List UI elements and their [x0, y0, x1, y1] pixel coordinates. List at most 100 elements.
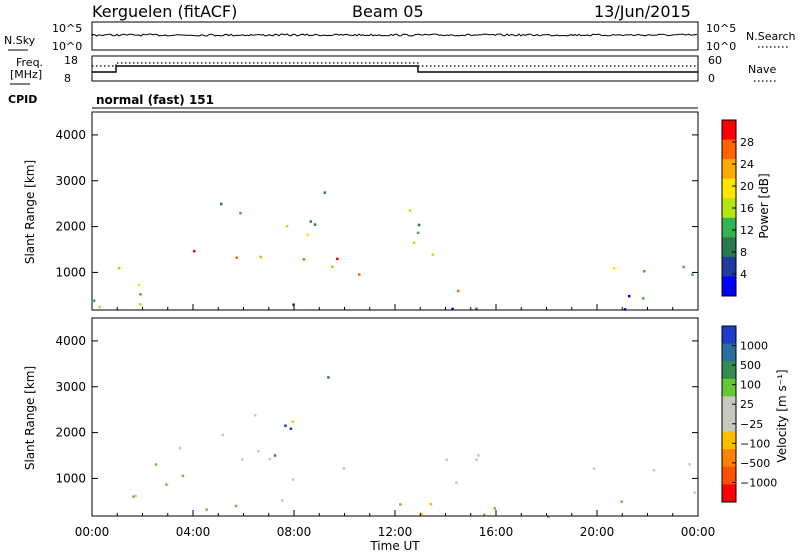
heatmap-cell: [221, 433, 224, 437]
heatmap-cell: [289, 427, 293, 430]
velocity-colorbar-label: Velocity [m s⁻¹]: [775, 369, 789, 462]
colorbar-segment: [722, 256, 736, 277]
y-tick-label: 3000: [55, 380, 86, 394]
heatmap-cell: [477, 454, 480, 457]
heatmap-cell: [165, 483, 168, 486]
colorbar-segment: [722, 159, 736, 180]
power-ylabel: Slant Range [km]: [23, 160, 37, 264]
heatmap-cell: [456, 289, 460, 293]
heatmap-cell: [408, 209, 412, 212]
heatmap-cell: [483, 513, 486, 517]
heatmap-cell: [137, 283, 141, 287]
heatmap-cell: [257, 450, 260, 453]
nsky-tick-top: 10^5: [52, 22, 82, 35]
nave-tick-top: 60: [708, 54, 722, 67]
x-tick-label: 16:00: [479, 525, 514, 539]
station-title: Kerguelen (fitACF): [92, 2, 237, 21]
colorbar-segment: [722, 378, 736, 397]
heatmap-cell: [259, 255, 262, 259]
heatmap-cell: [323, 191, 327, 194]
heatmap-cell: [493, 507, 496, 510]
heatmap-cell: [643, 270, 646, 273]
nave-trace: [92, 62, 698, 67]
heatmap-cell: [412, 241, 416, 244]
colorbar-segment: [722, 178, 736, 199]
velocity-heatmap-cells: [132, 376, 696, 519]
colorbar-segment: [722, 484, 736, 503]
heatmap-cell: [234, 504, 238, 508]
heatmap-cell: [431, 253, 435, 256]
xaxis-label: Time UT: [369, 539, 420, 553]
freq-panel: Freq. [MHz] 18 8 60 0 Nave: [10, 54, 776, 85]
heatmap-cell: [691, 273, 694, 276]
heatmap-cell: [358, 273, 361, 276]
colorbar-tick-label: −1000: [740, 476, 777, 489]
nsky-label: N.Sky: [4, 34, 36, 47]
heatmap-cell: [628, 294, 631, 298]
heatmap-cell: [291, 420, 294, 423]
heatmap-cell: [455, 481, 458, 484]
heatmap-cell: [652, 468, 656, 472]
power-colorbar: 28 24 20 16 12 8 4: [721, 119, 754, 297]
heatmap-cell: [336, 257, 339, 261]
freq-label: Freq.: [16, 56, 43, 69]
colorbar-segment: [722, 396, 736, 415]
heatmap-cell: [253, 414, 257, 417]
heatmap-cell: [139, 303, 142, 306]
velocity-frame: [91, 317, 699, 517]
cpid-value: normal (fast) 151: [96, 93, 214, 107]
nave-tick-bottom: 0: [708, 72, 715, 85]
heatmap-cell: [327, 376, 330, 379]
heatmap-cell: [239, 211, 242, 215]
nsky-trace: [91, 33, 698, 37]
nsky-tick-bottom: 10^0: [52, 40, 82, 53]
colorbar-segment: [722, 217, 736, 238]
date-title: 13/Jun/2015: [594, 2, 691, 21]
colorbar-tick-label: 28: [740, 136, 754, 149]
freq-tick-bottom: 8: [64, 72, 71, 85]
heatmap-cell: [179, 446, 182, 450]
colorbar-segment: [722, 466, 736, 485]
colorbar-tick-label: −500: [740, 457, 770, 470]
y-tick-label: 4000: [55, 334, 86, 348]
cpid-label: CPID: [8, 93, 37, 106]
heatmap-cell: [285, 224, 289, 228]
power-frame: [91, 111, 699, 311]
heatmap-cell: [642, 297, 645, 300]
freq-trace: [92, 65, 698, 73]
y-tick-label: 2000: [55, 220, 86, 234]
colorbar-segment: [722, 431, 736, 450]
heatmap-cell: [693, 491, 696, 494]
heatmap-cell: [313, 223, 317, 226]
heatmap-cell: [139, 293, 142, 296]
velocity-colorbar: 1000 500 100 25 −25 −100 −500 −1000: [721, 325, 777, 503]
heatmap-cell: [306, 233, 309, 237]
colorbar-segment: [722, 237, 736, 258]
heatmap-cell: [284, 424, 287, 427]
colorbar-tick-label: 4: [740, 268, 747, 281]
heatmap-cell: [416, 231, 420, 235]
velocity-ylabel: Slant Range [km]: [23, 366, 37, 470]
colorbar-segment: [722, 414, 736, 433]
heatmap-cell: [547, 515, 550, 519]
colorbar-segment: [722, 326, 736, 345]
colorbar-tick-label: 20: [740, 180, 754, 193]
power-colorbar-label: Power [dB]: [757, 173, 771, 238]
colorbar-frame: [721, 325, 737, 503]
freq-unit: [MHz]: [10, 68, 42, 81]
nsearch-tick-top: 10^5: [706, 22, 736, 35]
colorbar-tick-label: 1000: [740, 340, 768, 353]
x-tick-label: 04:00: [176, 525, 211, 539]
y-tick-label: 3000: [55, 174, 86, 188]
colorbar-tick-label: 8: [740, 246, 747, 259]
heatmap-cell: [98, 305, 101, 309]
heatmap-cell: [331, 265, 334, 268]
heatmap-cell: [273, 454, 277, 457]
heatmap-cell: [342, 467, 346, 470]
nsearch-label: N.Search: [746, 30, 796, 43]
heatmap-cell: [417, 223, 421, 227]
nsearch-tick-bottom: 10^0: [706, 40, 736, 53]
heatmap-cell: [475, 307, 478, 311]
power-y-axis: 1000 2000 3000 4000: [55, 128, 698, 279]
